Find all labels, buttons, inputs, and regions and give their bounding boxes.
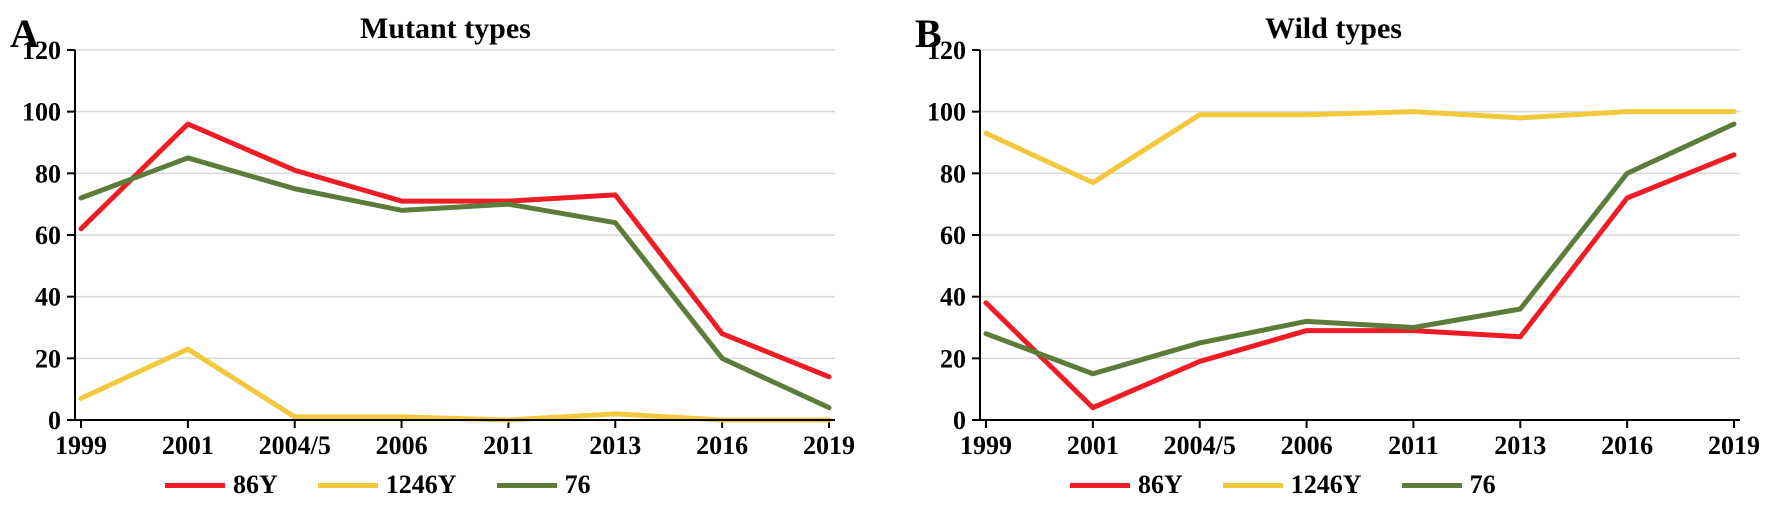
- svg-text:20: 20: [940, 344, 966, 373]
- legend-swatch: [497, 483, 557, 488]
- svg-text:60: 60: [35, 221, 61, 250]
- legend-item-1246Y: 1246Y: [318, 470, 457, 500]
- x-tick-label: 2006: [1281, 431, 1333, 460]
- panel-a-legend: 86Y 1246Y 76: [165, 470, 591, 500]
- legend-swatch: [1223, 483, 1283, 488]
- svg-text:80: 80: [35, 159, 61, 188]
- panel-a-svg: 020406080100120199920012004/520062011201…: [75, 50, 835, 460]
- x-tick-label: 1999: [55, 431, 107, 460]
- svg-text:80: 80: [940, 159, 966, 188]
- legend-item-86Y: 86Y: [165, 470, 278, 500]
- x-tick-label: 2013: [589, 431, 641, 460]
- x-tick-label: 2001: [1067, 431, 1119, 460]
- legend-swatch: [318, 483, 378, 488]
- panel-b-svg: 020406080100120199920012004/520062011201…: [980, 50, 1740, 460]
- svg-text:100: 100: [927, 98, 966, 127]
- legend-label: 1246Y: [386, 470, 457, 500]
- x-tick-label: 2001: [162, 431, 214, 460]
- svg-text:20: 20: [35, 344, 61, 373]
- panel-b: B Wild types 020406080100120199920012004…: [905, 0, 1773, 528]
- legend-item-86Y: 86Y: [1070, 470, 1183, 500]
- legend-label: 76: [565, 470, 591, 500]
- series-76: [986, 124, 1734, 374]
- x-tick-label: 2011: [1388, 431, 1439, 460]
- series-1246Y: [986, 112, 1734, 183]
- legend-item-76: 76: [497, 470, 591, 500]
- panel-b-plot: 020406080100120199920012004/520062011201…: [980, 50, 1740, 420]
- legend-item-1246Y: 1246Y: [1223, 470, 1362, 500]
- legend-item-76: 76: [1402, 470, 1496, 500]
- x-tick-label: 2019: [1708, 431, 1760, 460]
- legend-swatch: [1070, 483, 1130, 488]
- svg-text:120: 120: [22, 36, 61, 65]
- series-76: [81, 158, 829, 408]
- x-tick-label: 2013: [1494, 431, 1546, 460]
- x-tick-label: 2006: [376, 431, 428, 460]
- x-tick-label: 2016: [1601, 431, 1653, 460]
- legend-swatch: [1402, 483, 1462, 488]
- x-tick-label: 2011: [483, 431, 534, 460]
- panel-b-legend: 86Y 1246Y 76: [1070, 470, 1496, 500]
- series-1246Y: [81, 349, 829, 420]
- svg-text:60: 60: [940, 221, 966, 250]
- x-tick-label: 2016: [696, 431, 748, 460]
- panel-a-title: Mutant types: [360, 12, 531, 46]
- svg-text:40: 40: [35, 283, 61, 312]
- x-tick-label: 1999: [960, 431, 1012, 460]
- svg-text:120: 120: [927, 36, 966, 65]
- panel-a: A Mutant types 0204060801001201999200120…: [0, 0, 880, 528]
- legend-label: 76: [1470, 470, 1496, 500]
- x-tick-label: 2004/5: [259, 431, 331, 460]
- legend-label: 1246Y: [1291, 470, 1362, 500]
- panel-a-plot: 020406080100120199920012004/520062011201…: [75, 50, 835, 420]
- legend-swatch: [165, 483, 225, 488]
- panel-b-title: Wild types: [1265, 12, 1402, 46]
- x-tick-label: 2004/5: [1164, 431, 1236, 460]
- svg-text:40: 40: [940, 283, 966, 312]
- x-tick-label: 2019: [803, 431, 855, 460]
- legend-label: 86Y: [233, 470, 278, 500]
- legend-label: 86Y: [1138, 470, 1183, 500]
- svg-text:100: 100: [22, 98, 61, 127]
